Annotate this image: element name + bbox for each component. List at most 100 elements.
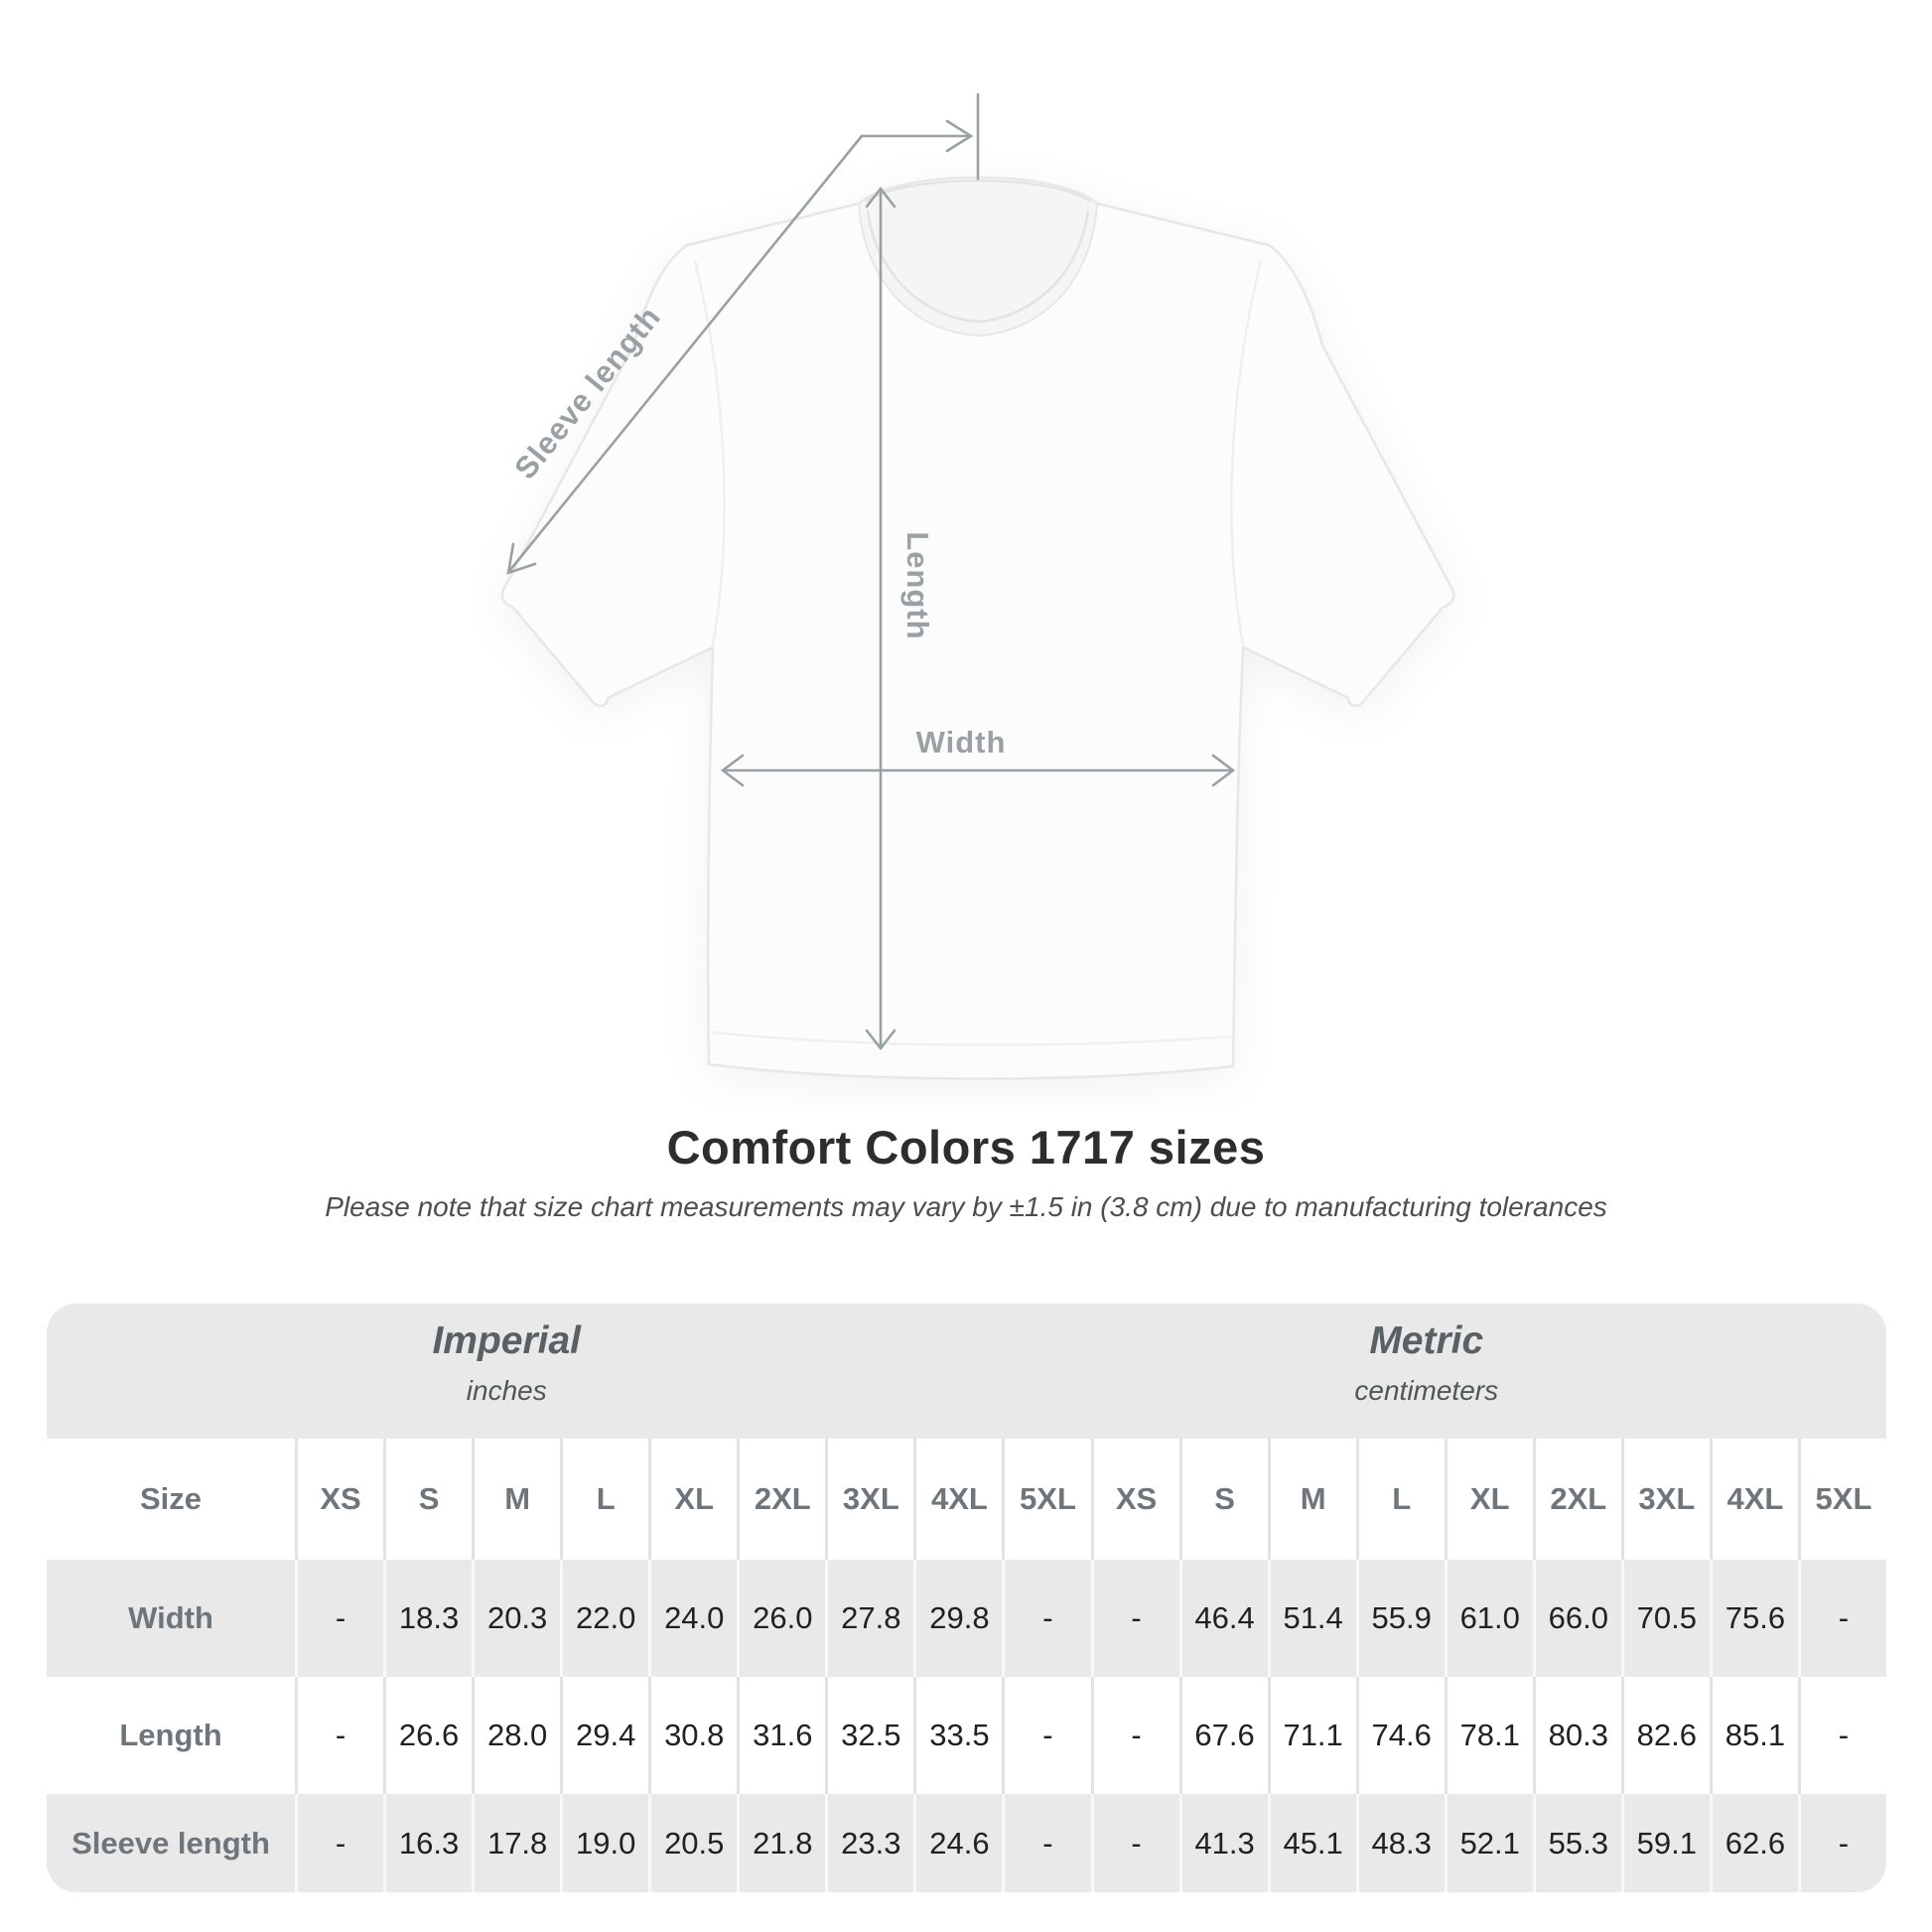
metric-group-header: Metric centimeters	[967, 1304, 1887, 1439]
imperial-value-cell: 24.0	[648, 1560, 737, 1677]
size-col-metric-xl: XL	[1444, 1439, 1533, 1560]
size-col-imperial-m: M	[472, 1439, 560, 1560]
size-col-metric-2xl: 2XL	[1532, 1439, 1621, 1560]
metric-value-cell: 62.6	[1709, 1794, 1798, 1892]
imperial-value-cell: 23.3	[825, 1794, 913, 1892]
row-label: Length	[119, 1718, 222, 1752]
measurement-arrows	[506, 92, 1236, 1051]
size-col-imperial-4xl: 4XL	[913, 1439, 1002, 1560]
size-col-metric-xs: XS	[1090, 1439, 1179, 1560]
metric-value-cell: -	[1090, 1560, 1179, 1677]
metric-value-cell: 61.0	[1444, 1560, 1533, 1677]
row-label: Sleeve length	[71, 1825, 270, 1861]
imperial-units-label: inches	[466, 1375, 547, 1406]
arrowhead-left-icon	[720, 754, 745, 787]
arrowhead-down-icon	[865, 1029, 897, 1051]
size-col-imperial-2xl: 2XL	[737, 1439, 825, 1560]
tshirt-measurement-diagram: Sleeve length Length Width	[500, 92, 1455, 1080]
imperial-value-cell: 31.6	[737, 1677, 825, 1794]
imperial-value-cell: -	[1002, 1677, 1090, 1794]
size-col-metric-s: S	[1178, 1439, 1268, 1560]
width-diagram-label: Width	[916, 725, 1007, 759]
metric-value-cell: -	[1797, 1677, 1886, 1794]
size-header-label: Size	[139, 1481, 203, 1516]
imperial-value-cell: 29.8	[913, 1560, 1002, 1677]
metric-value-cell: 80.3	[1532, 1677, 1621, 1794]
imperial-value-cell: -	[1002, 1794, 1090, 1892]
metric-label: Metric	[1369, 1319, 1484, 1362]
measurement-row-sleeve-length: Sleeve length - 16.3 17.8 19.0 20.5 21.8 23.3 24…	[47, 1794, 1886, 1892]
metric-value-cell: 71.1	[1267, 1677, 1356, 1794]
metric-value-cell: 85.1	[1709, 1677, 1798, 1794]
size-col-metric-3xl: 3XL	[1620, 1439, 1710, 1560]
metric-value-cell: -	[1797, 1560, 1886, 1677]
metric-value-cell: -	[1090, 1794, 1179, 1892]
size-chart-table: Imperial inches Metric centimeters Size X…	[47, 1304, 1886, 1892]
imperial-label: Imperial	[432, 1319, 582, 1362]
imperial-value-cell: 20.5	[648, 1794, 737, 1892]
imperial-value-cell: 17.8	[472, 1794, 560, 1892]
row-label: Width	[128, 1600, 213, 1635]
metric-value-cell: -	[1090, 1677, 1179, 1794]
metric-value-cell: 78.1	[1444, 1677, 1533, 1794]
size-col-imperial-xl: XL	[648, 1439, 737, 1560]
metric-value-cell: 67.6	[1178, 1677, 1268, 1794]
sleeve-arrow-diagonal	[508, 134, 864, 572]
imperial-value-cell: 30.8	[648, 1677, 737, 1794]
metric-value-cell: 45.1	[1267, 1794, 1356, 1892]
metric-value-cell: 74.6	[1355, 1677, 1445, 1794]
tshirt-diagram-svg: Sleeve length Length Width	[500, 92, 1455, 1080]
metric-value-cell: 59.1	[1620, 1794, 1710, 1892]
imperial-value-cell: 20.3	[472, 1560, 560, 1677]
size-col-imperial-s: S	[383, 1439, 472, 1560]
metric-value-cell: 52.1	[1444, 1794, 1533, 1892]
metric-value-cell: 82.6	[1620, 1677, 1710, 1794]
metric-value-cell: 48.3	[1355, 1794, 1445, 1892]
imperial-value-cell: 18.3	[383, 1560, 472, 1677]
imperial-value-cell: -	[1002, 1560, 1090, 1677]
size-col-imperial-xs: XS	[295, 1439, 383, 1560]
size-header-row: Size XS S M L XL 2XL 3XL 4XL 5XL XS S M L XL 2XL 3XL 4XL 5…	[47, 1439, 1886, 1560]
size-col-metric-l: L	[1355, 1439, 1445, 1560]
metric-value-cell: 55.9	[1355, 1560, 1445, 1677]
arrowhead-down-left-icon	[506, 542, 537, 575]
length-diagram-label: Length	[900, 531, 935, 639]
imperial-value-cell: -	[295, 1677, 383, 1794]
metric-value-cell: 46.4	[1178, 1560, 1268, 1677]
imperial-value-cell: 26.6	[383, 1677, 472, 1794]
arrowhead-up-icon	[865, 186, 897, 208]
metric-value-cell: 51.4	[1267, 1560, 1356, 1677]
size-col-metric-m: M	[1267, 1439, 1356, 1560]
arrowhead-right2-icon	[1211, 754, 1236, 787]
tshirt-illustration	[500, 176, 1455, 1080]
imperial-value-cell: -	[295, 1560, 383, 1677]
imperial-value-cell: 32.5	[825, 1677, 913, 1794]
tolerance-note: Please note that size chart measurements…	[325, 1191, 1607, 1222]
arrowhead-right-icon	[945, 119, 974, 153]
metric-units-label: centimeters	[1354, 1375, 1499, 1406]
metric-value-cell: -	[1797, 1794, 1886, 1892]
imperial-value-cell: 28.0	[472, 1677, 560, 1794]
imperial-value-cell: 16.3	[383, 1794, 472, 1892]
size-col-metric-4xl: 4XL	[1709, 1439, 1798, 1560]
metric-value-cell: 55.3	[1532, 1794, 1621, 1892]
imperial-value-cell: 22.0	[560, 1560, 648, 1677]
size-col-imperial-5xl: 5XL	[1002, 1439, 1090, 1560]
imperial-value-cell: 29.4	[560, 1677, 648, 1794]
metric-value-cell: 75.6	[1709, 1560, 1798, 1677]
metric-value-cell: 66.0	[1532, 1560, 1621, 1677]
size-col-metric-5xl: 5XL	[1797, 1439, 1886, 1560]
imperial-value-cell: 26.0	[737, 1560, 825, 1677]
unit-header-band: Imperial inches Metric centimeters	[47, 1304, 1886, 1439]
imperial-value-cell: 19.0	[560, 1794, 648, 1892]
imperial-value-cell: 24.6	[913, 1794, 1002, 1892]
imperial-value-cell: 27.8	[825, 1560, 913, 1677]
imperial-value-cell: 21.8	[737, 1794, 825, 1892]
imperial-value-cell: 33.5	[913, 1677, 1002, 1794]
measurement-row-width: Width -18.3 20.3 22.0 24.0 26.0 27.8 29.8- -46.4…	[47, 1560, 1886, 1677]
size-col-imperial-3xl: 3XL	[825, 1439, 913, 1560]
measurement-row-length: Length -26.6 28.0 29.4 30.8 31.6 32.5 33.5- -67.…	[47, 1677, 1886, 1794]
size-grid: Size XS S M L XL 2XL 3XL 4XL 5XL XS S M L XL 2XL 3XL 4XL 5…	[47, 1439, 1886, 1892]
page-title: Comfort Colors 1717 sizes	[666, 1121, 1266, 1173]
metric-value-cell: 70.5	[1620, 1560, 1710, 1677]
